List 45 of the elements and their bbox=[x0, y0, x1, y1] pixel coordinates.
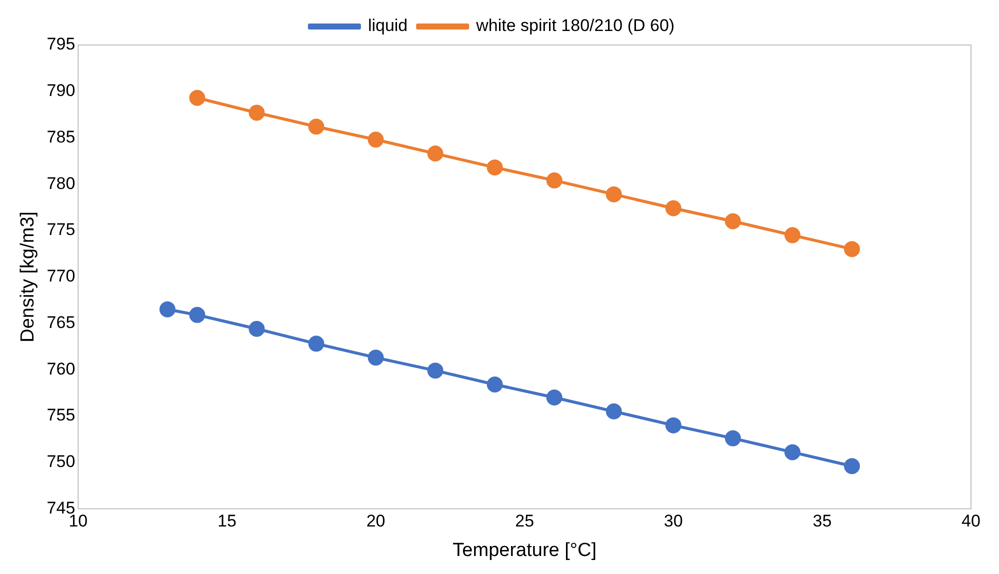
point bbox=[159, 301, 176, 318]
y-tick-label: 790 bbox=[46, 81, 76, 100]
legend-label: liquid bbox=[368, 16, 408, 36]
y-tick-label: 760 bbox=[46, 359, 76, 378]
y-tick-label: 765 bbox=[46, 312, 76, 332]
y-tick-label: 750 bbox=[46, 452, 76, 472]
point bbox=[665, 417, 682, 434]
point bbox=[308, 118, 324, 135]
point bbox=[606, 186, 622, 202]
x-tick-label: 20 bbox=[366, 512, 386, 531]
x-tick-label: 30 bbox=[664, 512, 683, 531]
point bbox=[724, 213, 741, 230]
y-tick-label: 755 bbox=[46, 406, 76, 425]
x-tick-label: 15 bbox=[218, 512, 236, 531]
x-tick-label: 40 bbox=[962, 512, 980, 531]
point bbox=[368, 350, 384, 366]
point bbox=[724, 430, 741, 446]
legend-label: white spirit 180/210 (D 60) bbox=[475, 16, 675, 36]
x-axis-title: Temperature [°C] bbox=[452, 540, 596, 561]
point bbox=[486, 376, 503, 392]
y-tick-label: 795 bbox=[46, 34, 76, 54]
point bbox=[784, 227, 800, 244]
point bbox=[606, 403, 622, 420]
point bbox=[248, 320, 265, 337]
point bbox=[486, 159, 503, 176]
point bbox=[427, 362, 444, 379]
y-tick-label: 770 bbox=[46, 266, 76, 286]
point bbox=[546, 172, 562, 188]
point bbox=[784, 444, 800, 460]
point bbox=[189, 90, 206, 106]
x-tick-label: 35 bbox=[812, 512, 832, 531]
y-tick-label: 785 bbox=[46, 127, 76, 146]
point bbox=[427, 146, 444, 162]
y-axis-title: Density [kg/m3] bbox=[18, 211, 39, 342]
x-tick-label: 25 bbox=[515, 512, 534, 531]
point bbox=[308, 336, 324, 352]
point bbox=[844, 241, 860, 258]
point bbox=[546, 389, 562, 406]
point bbox=[665, 200, 682, 216]
point bbox=[189, 306, 206, 323]
y-tick-label: 780 bbox=[46, 174, 76, 193]
y-tick-label: 775 bbox=[46, 220, 76, 240]
point bbox=[368, 132, 384, 148]
point bbox=[844, 458, 860, 474]
point bbox=[248, 104, 265, 121]
